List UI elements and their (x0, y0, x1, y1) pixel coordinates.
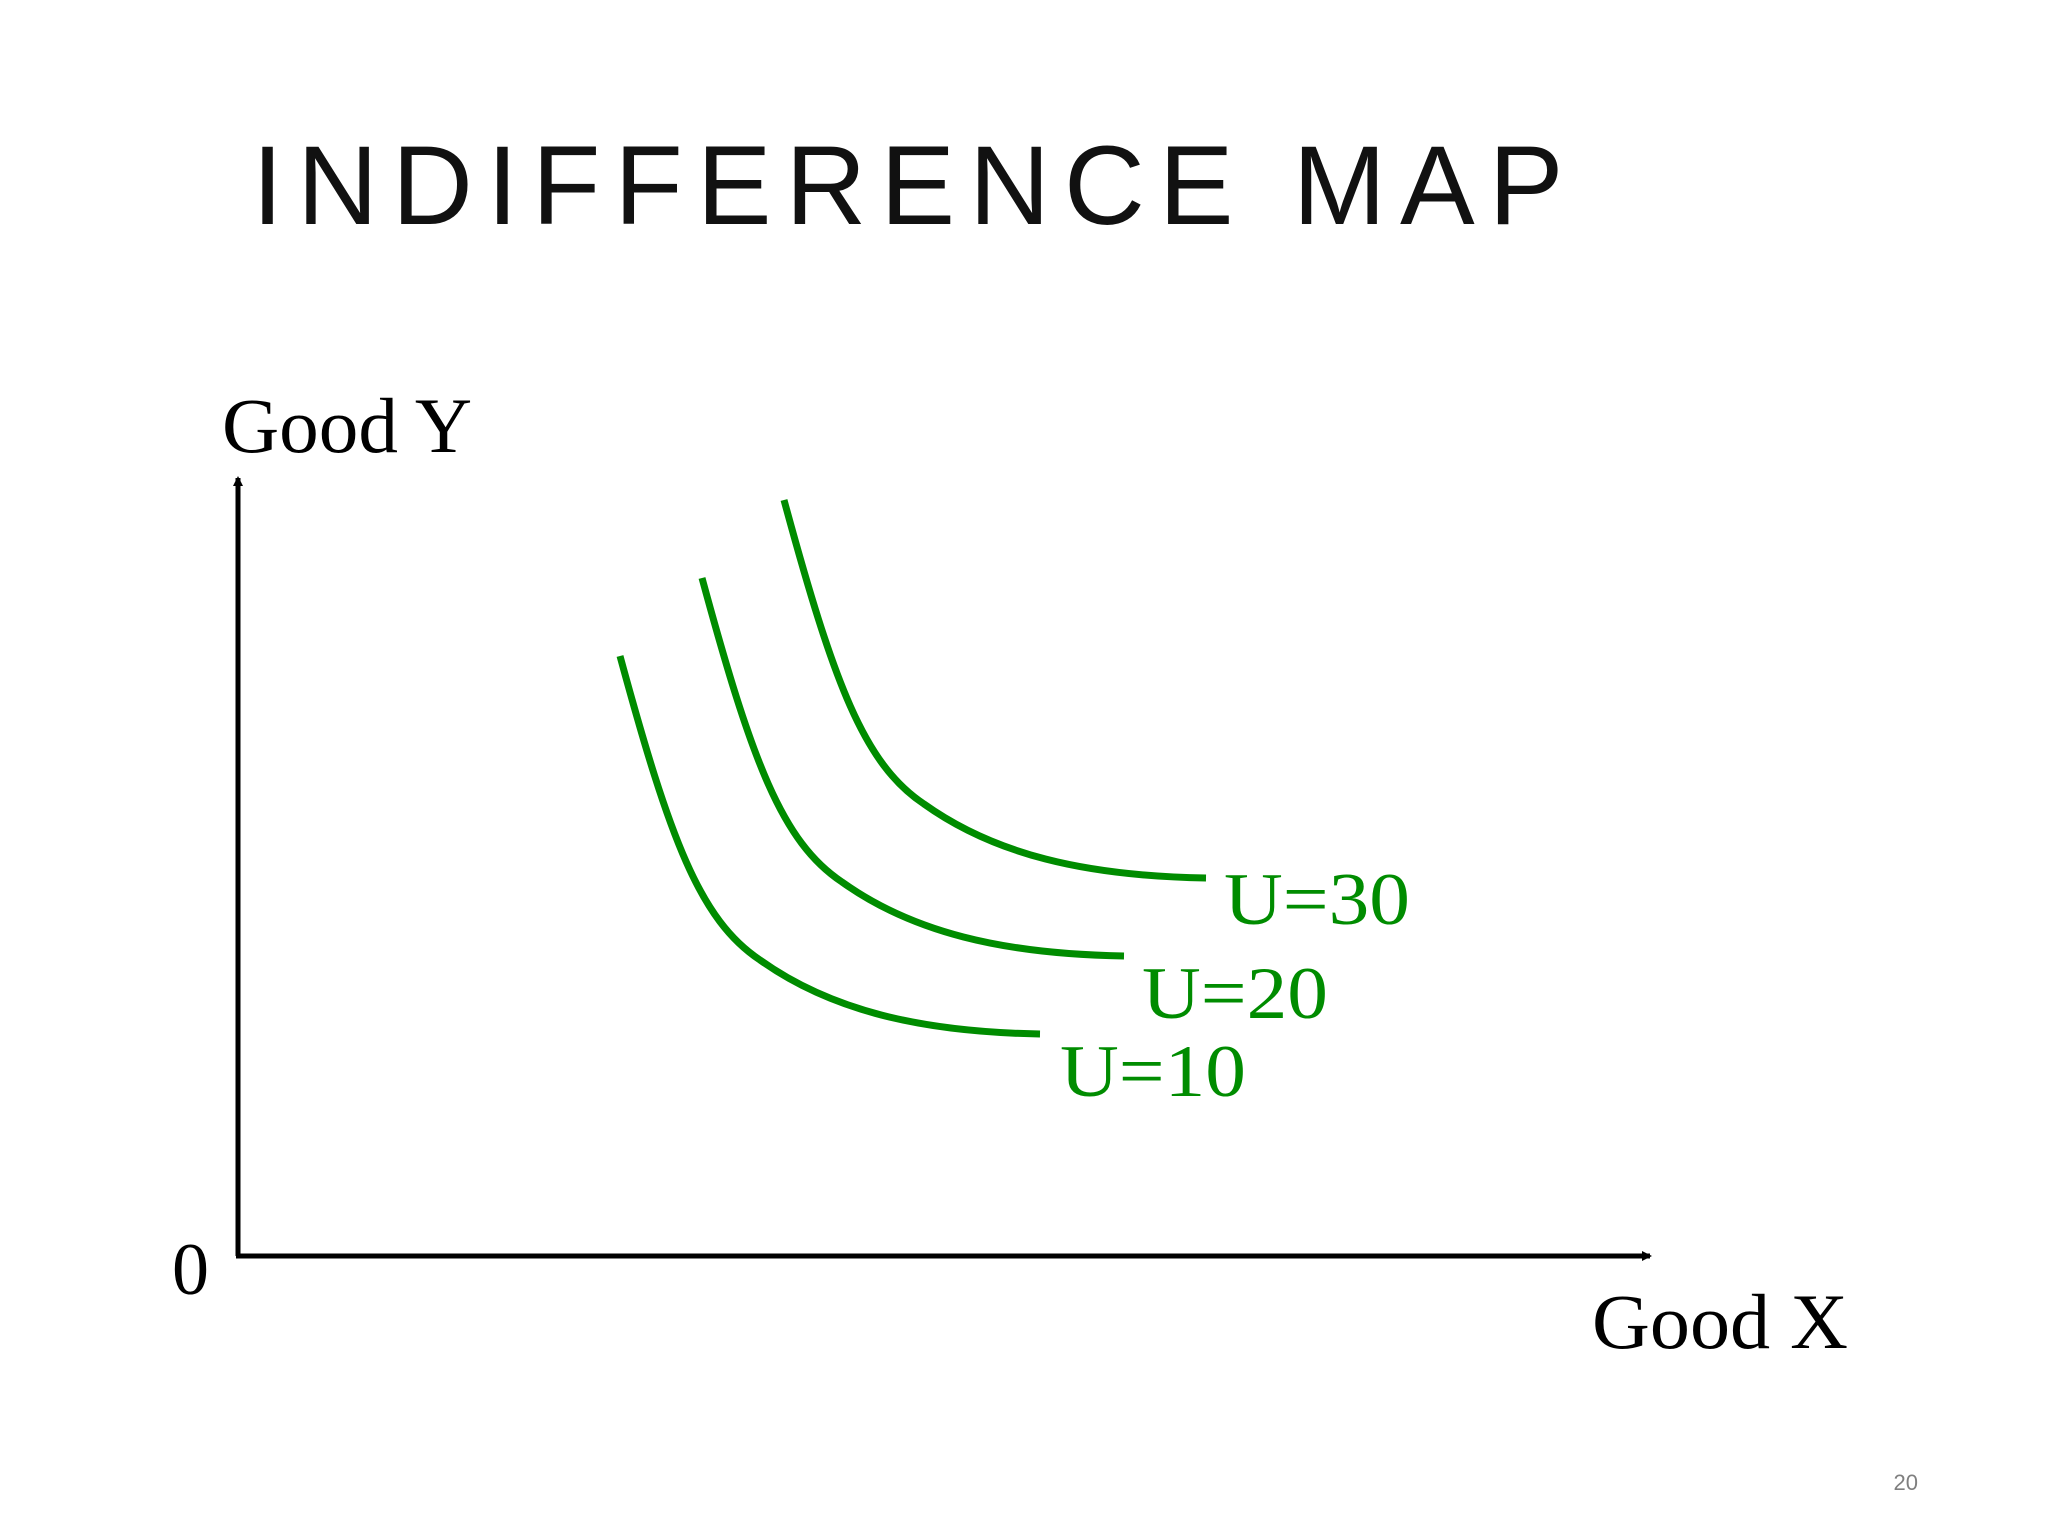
indifference-curve-u30 (780, 499, 1207, 882)
curve-label-u30: U=30 (1224, 859, 1410, 941)
slide-title: INDIFFERENCE MAP (252, 123, 1578, 248)
page-number: 20 (1893, 1470, 1918, 1495)
indifference-curve-u10 (616, 655, 1041, 1038)
curve-label-u10: U=10 (1060, 1031, 1246, 1113)
origin-label: 0 (172, 1229, 209, 1311)
indifference-curve-u20 (698, 577, 1125, 960)
y-axis-label: Good Y (222, 382, 472, 469)
curve-label-u20: U=20 (1142, 953, 1328, 1035)
x-axis-label: Good X (1592, 1278, 1848, 1365)
